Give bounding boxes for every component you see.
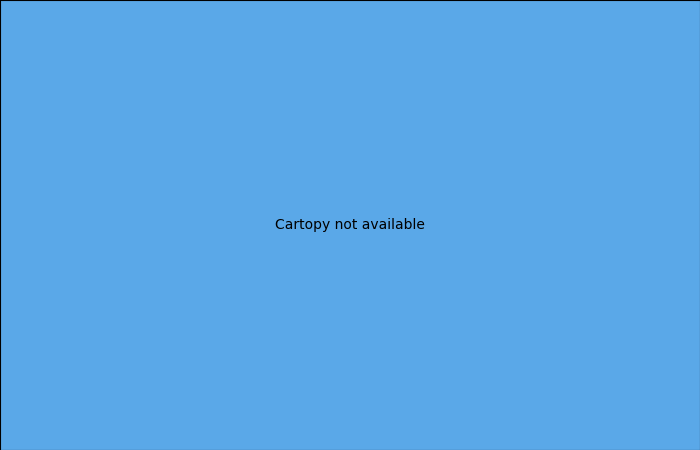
Text: Cartopy not available: Cartopy not available — [275, 218, 425, 232]
